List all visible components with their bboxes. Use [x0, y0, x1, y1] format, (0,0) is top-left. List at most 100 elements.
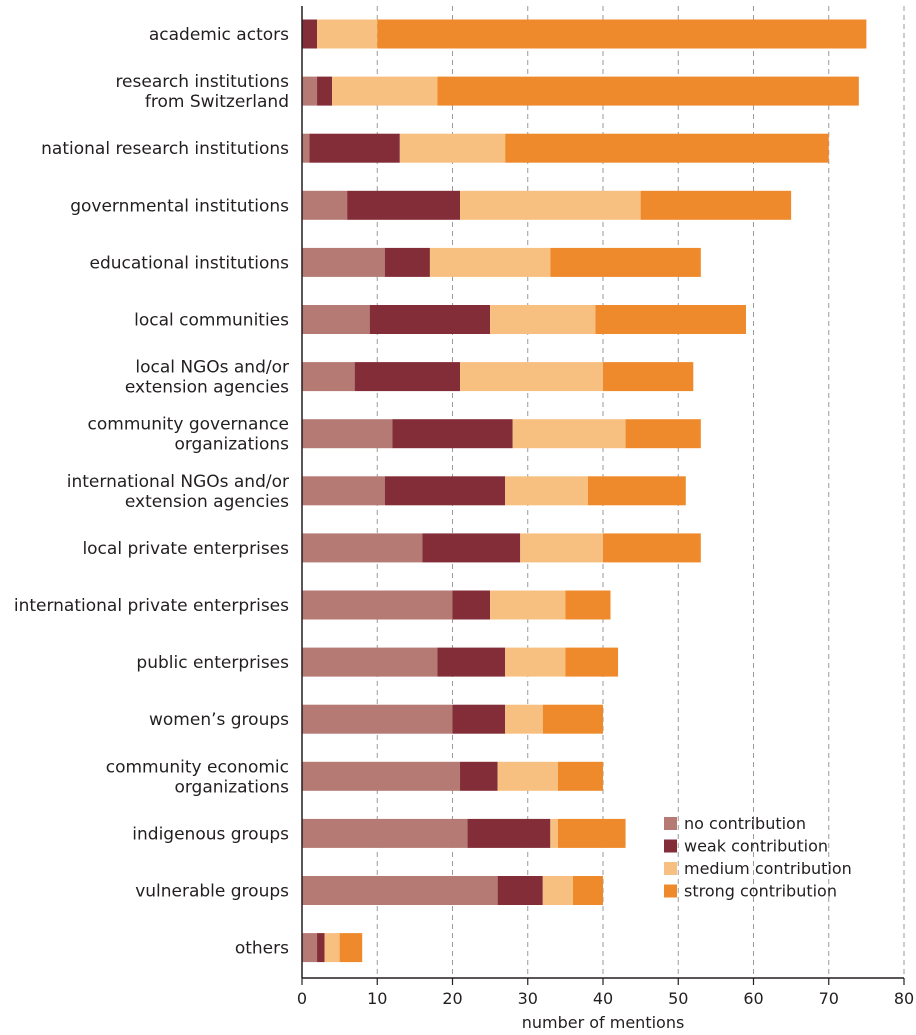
bar-segment	[625, 419, 701, 449]
bar-segment	[392, 419, 513, 449]
legend-swatch	[664, 839, 677, 853]
bar-segment	[347, 190, 461, 220]
bar-segment	[302, 190, 348, 220]
bar-segment	[302, 933, 318, 963]
bar-segment	[302, 476, 385, 506]
x-tick-label: 80	[894, 989, 914, 1008]
bar-segment	[505, 704, 543, 734]
legend-swatch	[664, 817, 677, 830]
bar-segment	[640, 190, 792, 220]
bar-segment	[490, 305, 596, 334]
x-tick-label: 10	[367, 989, 387, 1008]
bar-segment	[520, 533, 603, 563]
legend: no contribution weak contribution medium c…	[664, 814, 852, 901]
category-label: educational institutions	[89, 253, 289, 273]
bar-segment	[505, 647, 566, 677]
category-label: community economic organizations	[106, 757, 289, 797]
bar-segment	[497, 761, 558, 791]
bar-segment	[557, 818, 626, 848]
category-label: local communities	[134, 311, 289, 331]
category-label: local private enterprises	[82, 539, 289, 559]
bar-segment	[384, 247, 430, 277]
bar-segment	[505, 133, 829, 163]
bar-segment	[302, 647, 438, 677]
bar-segment	[369, 305, 491, 334]
category-label: others	[235, 939, 289, 959]
x-tick-label: 40	[593, 989, 613, 1008]
bar-segment	[467, 818, 551, 848]
category-label: national research institutions	[41, 139, 289, 159]
category-label: governmental institutions	[70, 196, 289, 216]
legend-label: weak contribution	[684, 837, 828, 856]
bar-segment	[302, 133, 310, 163]
bar-segment	[399, 133, 506, 163]
category-label: indigenous groups	[132, 824, 289, 844]
bar-segment	[302, 590, 453, 620]
bar-segment	[309, 133, 400, 163]
legend-label: no contribution	[684, 814, 806, 833]
bar-segment	[302, 247, 385, 277]
bar-segment	[565, 590, 611, 620]
bars	[302, 19, 867, 963]
x-tick-label: 70	[819, 989, 839, 1008]
bar-segment	[302, 305, 370, 334]
bar-segment	[603, 533, 701, 563]
category-label: women’s groups	[149, 710, 289, 730]
bar-segment	[460, 362, 603, 392]
bar-segment	[317, 76, 333, 106]
category-label: vulnerable groups	[135, 882, 289, 902]
bar-segment	[302, 761, 461, 791]
bar-segment	[550, 247, 701, 277]
category-label: research institutions from Switzerland	[115, 72, 289, 112]
x-tick-label: 0	[297, 989, 307, 1008]
bar-segment	[302, 19, 318, 49]
bar-segment	[565, 647, 619, 677]
bar-segment	[572, 876, 603, 905]
bar-segment	[332, 76, 438, 106]
bar-segment	[603, 362, 694, 392]
bar-segment	[460, 190, 641, 220]
bar-segment	[452, 590, 491, 620]
category-label: international private enterprises	[14, 596, 289, 616]
bar-segment	[317, 19, 378, 49]
bar-segment	[512, 419, 626, 449]
bar-segment	[505, 476, 588, 506]
bar-segment	[595, 305, 746, 334]
bar-segment	[460, 761, 498, 791]
category-label: international NGOs and/or extension agenc…	[67, 472, 289, 512]
bar-segment	[302, 704, 453, 734]
legend-label: strong contribution	[684, 882, 837, 901]
bar-segment	[324, 933, 340, 963]
category-labels: academic actors research institutions from…	[14, 25, 289, 959]
category-label: academic actors	[149, 25, 289, 45]
bar-segment	[377, 19, 867, 49]
bar-segment	[302, 533, 423, 563]
bar-segment	[302, 876, 498, 905]
bar-segment	[437, 76, 859, 106]
bar-segment	[557, 761, 603, 791]
bar-segment	[302, 362, 355, 392]
bar-segment	[497, 876, 543, 905]
bar-segment	[587, 476, 686, 506]
bar-segment	[437, 647, 506, 677]
category-label: local NGOs and/or extension agencies	[125, 358, 289, 398]
axes: 0 10 20 30 40 50 60 70 80	[297, 6, 914, 1008]
bar-segment	[542, 876, 573, 905]
bar-segment	[429, 247, 551, 277]
category-label: public enterprises	[136, 653, 289, 673]
category-label: community governance organizations	[88, 415, 290, 455]
bar-segment	[384, 476, 506, 506]
x-tick-label: 30	[518, 989, 538, 1008]
bar-segment	[317, 933, 325, 963]
bar-segment	[302, 76, 318, 106]
legend-label: medium contribution	[684, 859, 852, 878]
legend-swatch	[664, 862, 677, 875]
bar-segment	[339, 933, 363, 963]
x-tick-label: 50	[668, 989, 688, 1008]
bar-segment	[490, 590, 566, 620]
bar-segment	[354, 362, 461, 392]
bar-segment	[550, 818, 558, 848]
bar-segment	[302, 419, 393, 449]
